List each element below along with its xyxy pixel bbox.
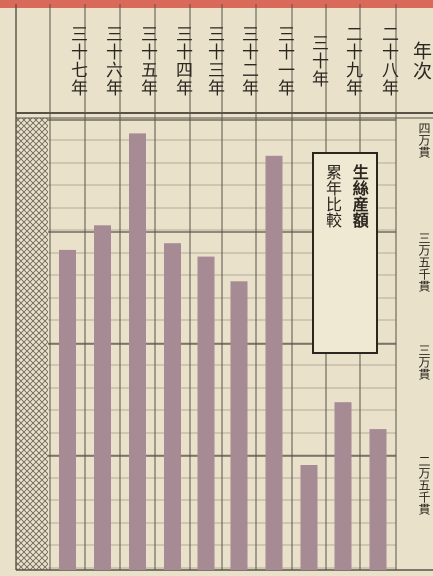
year-header-9: 二十八年 bbox=[378, 25, 398, 97]
top-red-strip bbox=[0, 0, 433, 8]
year-header-2: 三十五年 bbox=[137, 25, 157, 97]
year-header-3: 三十四年 bbox=[172, 25, 192, 97]
y-axis-label-3: 二万五千貫 bbox=[417, 455, 431, 515]
bar-1 bbox=[94, 225, 111, 571]
year-header-1: 三十六年 bbox=[102, 25, 122, 97]
bar-9 bbox=[369, 429, 387, 570]
bar-4 bbox=[197, 256, 215, 570]
year-header-4: 三十三年 bbox=[204, 25, 224, 97]
bar-5 bbox=[230, 281, 248, 570]
hatched-margin bbox=[16, 118, 48, 570]
y-axis-label-0: 四万貫 bbox=[417, 122, 431, 158]
chart-title-line-2: 累年比較 bbox=[323, 164, 342, 228]
year-header-8: 二十九年 bbox=[342, 25, 362, 97]
bar-2 bbox=[129, 133, 146, 570]
bar-6 bbox=[265, 155, 283, 571]
chart-title-box: 生絲産額 累年比較 bbox=[312, 152, 378, 354]
year-header-6: 三十一年 bbox=[274, 25, 294, 97]
chart-title-line-1: 生絲産額 bbox=[349, 164, 369, 228]
bar-3 bbox=[164, 243, 181, 570]
year-header-0: 三十七年 bbox=[67, 25, 87, 97]
row-label-year: 年次 bbox=[410, 41, 432, 81]
bar-7 bbox=[300, 465, 318, 570]
bar-8 bbox=[334, 402, 352, 570]
y-axis-label-2: 三万貫 bbox=[417, 344, 431, 380]
y-axis-label-1: 三万五千貫 bbox=[417, 232, 431, 292]
year-header-7: 三十年 bbox=[308, 34, 328, 88]
year-header-5: 三十二年 bbox=[238, 25, 258, 97]
bar-0 bbox=[59, 249, 76, 570]
